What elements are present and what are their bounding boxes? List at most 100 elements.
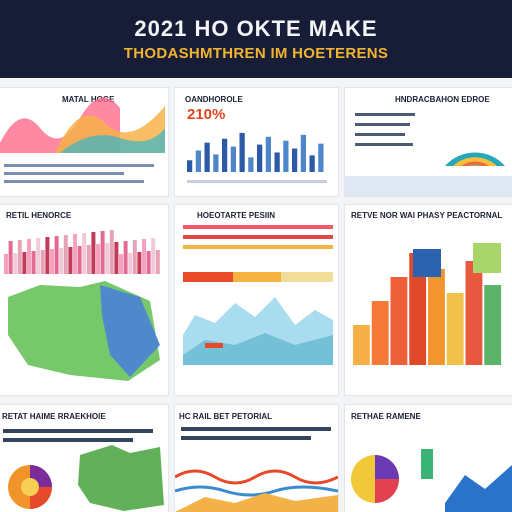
text-lines (3, 429, 153, 442)
heat-bar (105, 243, 110, 274)
page-subtitle: THODASHMTHREN IM HOETERENS (123, 45, 389, 62)
highlight-block (473, 243, 501, 273)
bar-mark (239, 132, 245, 172)
panel-title: HNDRACBAHON EDROE (395, 95, 490, 104)
bar-mark (283, 140, 289, 172)
panel-top-middle: OANDHOROLE 210% (175, 88, 338, 196)
panel-mid-center: HOEOTARTE PESIIN (175, 205, 338, 395)
bar-mark (257, 144, 263, 172)
panel-title: RETAT HAIME RRAEKHOIE (2, 412, 106, 421)
heat-bar (91, 232, 96, 274)
line-strip (345, 176, 512, 196)
heat-bar (142, 239, 146, 274)
panel-bottom-left: RETAT HAIME RRAEKHOIE (0, 405, 168, 512)
heat-bar (27, 239, 31, 274)
bar-chart-6 (353, 243, 502, 365)
header-banner: 2021 HO OKTE MAKE THODASHMTHREN IM HOETE… (0, 0, 512, 78)
heat-bar (22, 252, 27, 274)
axis-line (187, 180, 327, 183)
heat-bar (13, 253, 18, 274)
heat-bar (4, 254, 8, 274)
heat-bar (114, 242, 119, 274)
bar-mark (428, 269, 445, 365)
text-lines (355, 113, 415, 146)
area-chart-5 (183, 225, 333, 365)
heat-bar (59, 248, 64, 274)
bar-mark (465, 261, 483, 365)
heat-bar (119, 254, 123, 274)
panel-top-right: HNDRACBAHON EDROE (345, 88, 512, 196)
panel-title: RETIL HENORCE (6, 211, 72, 220)
bar-mark (222, 138, 228, 172)
text-lines (4, 164, 154, 183)
panel-title: RETHAE RAMENE (351, 412, 421, 421)
bar-mark (274, 152, 280, 172)
heat-bar (100, 231, 105, 274)
heat-bar (132, 240, 137, 274)
heat-bar (128, 253, 133, 274)
bar-mark (187, 160, 193, 172)
heat-bar (63, 235, 68, 274)
panel-bottom-right: RETHAE RAMENE (345, 405, 512, 512)
panel-title: RETVE NOR WAI PHASY PEACTORNAL (351, 211, 503, 220)
heat-bar (40, 250, 45, 274)
heat-bar (36, 238, 41, 274)
bar-mark (230, 146, 236, 172)
pie-chart-9 (351, 449, 512, 512)
panel-title: MATAL HOGE (62, 95, 115, 104)
bar-mark (292, 148, 298, 172)
heat-bar (17, 240, 22, 274)
area-series-3 (60, 128, 165, 153)
heat-bar (86, 245, 91, 274)
bar-chart-2 (187, 132, 327, 183)
heat-bar (50, 249, 54, 274)
heat-bar (68, 247, 73, 274)
wave-line-1 (175, 469, 338, 485)
bar-mark (371, 301, 389, 365)
bar-mark (409, 253, 427, 365)
page-title: 2021 HO OKTE MAKE (134, 16, 378, 41)
heat-bar (109, 230, 114, 274)
area-series-8 (175, 493, 338, 512)
panel-mid-right: RETVE NOR WAI PHASY PEACTORNAL (345, 205, 512, 395)
donut-chart (8, 465, 52, 509)
bar-mark (353, 325, 370, 365)
heat-bar (31, 251, 36, 274)
bar-mark (248, 157, 254, 172)
map-region (100, 285, 160, 377)
bar-mark (484, 285, 502, 365)
heat-bar (137, 252, 142, 274)
bar-mark (318, 143, 324, 172)
heat-bar (146, 251, 151, 274)
heat-bar (82, 233, 87, 274)
bar-mark (265, 136, 271, 172)
heat-bar (96, 244, 100, 274)
legend-strips (183, 225, 333, 249)
bar-mark (446, 293, 464, 365)
arc-4 (469, 164, 481, 166)
map-shape (78, 445, 164, 511)
bar-mini (421, 449, 433, 479)
line-chart-8 (175, 427, 338, 512)
heatmap-map-4 (4, 230, 160, 381)
area-series-5 (183, 297, 333, 355)
panel-title: OANDHOROLE (185, 95, 243, 104)
area-chart-1 (0, 97, 165, 183)
bar-mark (195, 150, 201, 172)
bar-mark (390, 277, 408, 365)
heat-bar (73, 234, 77, 274)
panel-mid-left: RETIL HENORCE (0, 205, 168, 395)
orange-marker (205, 343, 223, 348)
heat-bar (123, 241, 128, 274)
heat-bar (8, 241, 13, 274)
heat-bar (45, 237, 50, 274)
heat-bar (77, 246, 82, 274)
text-lines (181, 427, 331, 440)
panel-title: HC RAIL BET PETORIAL (179, 412, 273, 421)
panel-title: HOEOTARTE PESIIN (197, 211, 276, 220)
pie (351, 455, 399, 503)
pie-map-7 (3, 429, 164, 511)
wave-line-2 (175, 485, 338, 497)
panel-top-left: MATAL HOGE (0, 88, 168, 196)
area-series-9 (445, 465, 512, 512)
